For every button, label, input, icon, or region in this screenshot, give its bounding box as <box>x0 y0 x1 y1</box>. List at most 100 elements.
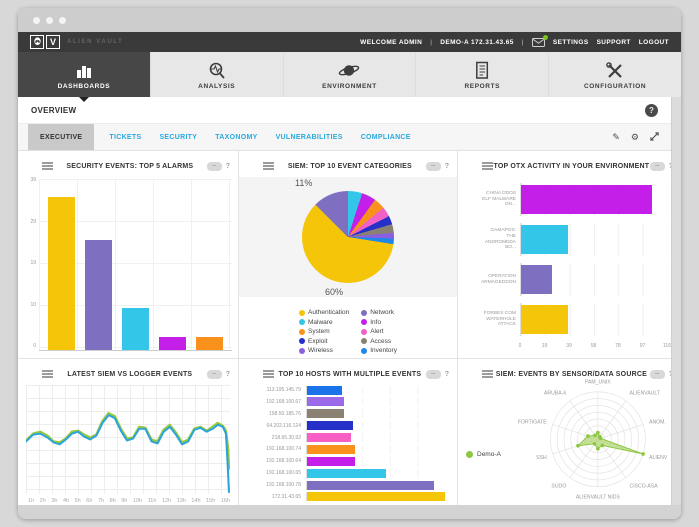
panel-help-icon[interactable]: ? <box>444 370 449 378</box>
minimize-button[interactable]: – <box>425 161 441 171</box>
radar-axis-label: FORTIGATE <box>518 419 547 425</box>
otx-row: GAMAPOS: THE ANDROMEDA BO... <box>464 223 667 256</box>
host-ip-label: 192.168.100.65 <box>266 470 301 477</box>
alienvault-logo[interactable]: V <box>30 35 60 49</box>
host-bar[interactable] <box>307 409 345 419</box>
tab-taxonomy[interactable]: TAXONOMY <box>215 133 258 141</box>
panel-menu-icon[interactable] <box>482 370 493 378</box>
host-bar[interactable] <box>307 397 345 407</box>
gear-icon[interactable]: ⚙ <box>630 131 639 142</box>
window-dot-icon[interactable] <box>33 16 40 24</box>
radar-data-point[interactable] <box>641 452 645 456</box>
panel-security-events: SECURITY EVENTS: TOP 5 ALARMS – ? 39 29 19… <box>18 151 239 358</box>
legend-label: Network <box>370 309 395 316</box>
nav-tab-environment[interactable]: ENVIRONMENT <box>284 52 417 97</box>
otx-bar[interactable] <box>521 225 568 254</box>
alarm-bar[interactable] <box>159 336 186 350</box>
radar-data-point[interactable] <box>598 436 603 441</box>
panel-menu-icon[interactable] <box>263 162 274 170</box>
x-tick-label: 10h <box>132 498 143 504</box>
radar-axis-label: PAM_UNIX <box>585 380 611 386</box>
tab-compliance[interactable]: COMPLIANCE <box>360 133 411 141</box>
host-bar[interactable] <box>307 480 434 490</box>
tab-vulnerabilities[interactable]: VULNERABILITIES <box>275 133 343 141</box>
categories-legend: Authentication Network Malware Info System Al… <box>239 309 457 354</box>
panel-menu-icon[interactable] <box>482 162 493 170</box>
radar-data-point[interactable] <box>596 430 600 435</box>
alarm-bar[interactable] <box>48 196 75 350</box>
panel-help-icon[interactable]: ? <box>444 162 449 170</box>
radar-spoke <box>569 439 599 478</box>
nav-tab-reports[interactable]: REPORTS <box>416 52 550 97</box>
host-bar[interactable] <box>307 444 356 454</box>
minimize-button[interactable]: – <box>206 369 222 379</box>
host-bar[interactable] <box>307 433 352 442</box>
logout-link[interactable]: LOGOUT <box>638 38 669 46</box>
host-ip-label: 113.195.145.79 <box>266 387 301 393</box>
tab-security[interactable]: SECURITY <box>159 133 198 141</box>
host-bar-track <box>306 409 445 419</box>
messages-envelope-icon[interactable] <box>531 34 548 47</box>
host-bar[interactable] <box>307 492 445 502</box>
host-bar[interactable] <box>307 456 356 466</box>
legend-item: Info <box>361 319 397 326</box>
host-bar[interactable] <box>307 421 353 431</box>
host-ip-label: 192.168.100.64 <box>266 458 301 465</box>
panel-help-icon[interactable]: ? <box>225 162 230 170</box>
support-link[interactable]: SUPPORT <box>596 38 631 46</box>
nav-tab-configuration[interactable]: CONFIGURATION <box>549 52 681 97</box>
otx-bar-label: GAMAPOS: THE ANDROMEDA BO... <box>484 227 516 251</box>
nav-tab-dashboards[interactable]: DASHBOARDS <box>18 52 151 97</box>
radar-data-point[interactable] <box>592 442 597 446</box>
otx-chart: CHINA DDOS ELF MALWARE ON... GAMAPOS: THE… <box>464 183 671 354</box>
host-row: 113.195.145.79 <box>245 385 445 395</box>
settings-link[interactable]: SETTINGS <box>552 38 589 46</box>
radar-data-point[interactable] <box>596 446 600 451</box>
tab-tickets[interactable]: TICKETS <box>109 133 142 141</box>
y-tick-label: 10 <box>30 301 36 308</box>
pencil-icon[interactable]: ✎ <box>612 131 620 142</box>
alarm-bar[interactable] <box>85 240 112 350</box>
tab-executive[interactable]: EXECUTIVE <box>28 124 95 150</box>
panel-help-icon[interactable]: ? <box>669 163 673 170</box>
window-dot-icon[interactable] <box>46 16 53 24</box>
minimize-button[interactable]: – <box>649 161 665 171</box>
radar-axis-label: SSH <box>536 455 547 461</box>
panel-menu-icon[interactable] <box>263 370 274 378</box>
host-bar[interactable] <box>307 468 386 478</box>
radar-data-point[interactable] <box>586 434 590 438</box>
panel-help-icon[interactable]: ? <box>669 371 673 378</box>
panel-menu-icon[interactable] <box>42 370 53 378</box>
help-icon[interactable]: ? <box>645 103 658 117</box>
expand-icon[interactable] <box>650 128 659 146</box>
otx-bar[interactable] <box>521 185 652 214</box>
panel-title: TOP 10 HOSTS WITH MULTIPLE EVENTS <box>278 370 422 378</box>
host-bar[interactable] <box>307 385 342 395</box>
categories-pie[interactable] <box>302 191 394 283</box>
otx-bar[interactable] <box>521 305 568 334</box>
scrollbar[interactable] <box>671 97 681 505</box>
minimize-button[interactable]: – <box>425 369 441 379</box>
legend-label: Authentication <box>308 309 350 316</box>
window-dot-icon[interactable] <box>59 16 66 24</box>
host-row: 192.168.100.78 <box>245 480 445 490</box>
host-row: 172.31.43.65 <box>245 492 445 502</box>
legend-item: Access <box>361 338 397 345</box>
radar-data-point[interactable] <box>600 443 605 448</box>
host-row: 192.168.100.74 <box>245 444 445 454</box>
host-link[interactable]: DEMO-A 172.31.43.65 <box>440 38 514 46</box>
minimize-button[interactable]: – <box>206 161 222 171</box>
panel-menu-icon[interactable] <box>42 162 53 170</box>
alarm-bar[interactable] <box>122 308 149 350</box>
minimize-button[interactable]: – <box>649 369 665 379</box>
legend-dot-icon <box>361 319 368 325</box>
legend-item: Authentication <box>299 309 349 316</box>
x-tick-label: 7h <box>97 498 105 504</box>
radar-data-point[interactable] <box>593 433 597 438</box>
panel-help-icon[interactable]: ? <box>225 370 230 378</box>
otx-bar-label: FORBES.COM WATERHOLE ATTACK <box>483 310 516 328</box>
alarm-bar[interactable] <box>196 336 223 350</box>
radar-data-point[interactable] <box>576 443 580 448</box>
nav-tab-analysis[interactable]: ANALYSIS <box>151 52 284 97</box>
otx-bar[interactable] <box>521 265 553 294</box>
